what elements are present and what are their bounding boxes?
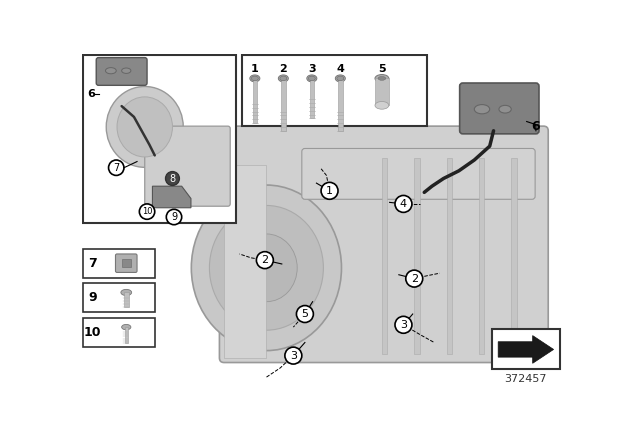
Bar <box>83 55 236 223</box>
Circle shape <box>166 209 182 225</box>
Ellipse shape <box>375 102 389 109</box>
Text: 6: 6 <box>532 121 540 134</box>
FancyBboxPatch shape <box>302 148 535 199</box>
Text: 4: 4 <box>400 199 407 209</box>
Text: 3: 3 <box>400 320 407 330</box>
Bar <box>83 318 155 347</box>
Text: 1: 1 <box>251 64 259 74</box>
Bar <box>511 158 516 354</box>
Text: 9: 9 <box>88 291 97 304</box>
Bar <box>492 329 560 370</box>
Bar <box>83 249 155 278</box>
Polygon shape <box>152 186 191 208</box>
Text: 372457: 372457 <box>505 374 547 383</box>
Text: 2: 2 <box>280 64 287 74</box>
Text: 8: 8 <box>170 173 175 184</box>
Bar <box>124 293 129 307</box>
Text: 5: 5 <box>301 309 308 319</box>
Ellipse shape <box>122 324 131 330</box>
Ellipse shape <box>121 289 132 296</box>
Ellipse shape <box>106 86 183 168</box>
Ellipse shape <box>250 75 260 82</box>
Bar <box>242 55 427 126</box>
Ellipse shape <box>307 75 317 82</box>
Ellipse shape <box>236 234 297 302</box>
Text: 2: 2 <box>411 274 418 284</box>
Text: 7: 7 <box>113 163 120 173</box>
Text: 10: 10 <box>84 326 101 339</box>
Ellipse shape <box>278 75 289 82</box>
Circle shape <box>109 160 124 176</box>
Circle shape <box>395 316 412 333</box>
Circle shape <box>395 195 412 212</box>
FancyBboxPatch shape <box>220 126 548 362</box>
Bar <box>382 158 387 354</box>
Bar <box>224 165 266 358</box>
Ellipse shape <box>474 104 490 114</box>
Text: 1: 1 <box>326 186 333 196</box>
Ellipse shape <box>378 77 386 80</box>
Bar <box>414 158 420 354</box>
Ellipse shape <box>209 206 323 330</box>
Ellipse shape <box>117 97 172 157</box>
FancyBboxPatch shape <box>460 83 539 134</box>
Text: 9: 9 <box>171 212 177 222</box>
Text: 7: 7 <box>88 257 97 270</box>
Bar <box>310 78 314 118</box>
Circle shape <box>321 182 338 199</box>
Bar <box>447 158 452 354</box>
Circle shape <box>166 172 179 185</box>
Text: 6: 6 <box>87 89 95 99</box>
Circle shape <box>296 306 314 323</box>
Text: 3: 3 <box>308 64 316 74</box>
Polygon shape <box>498 336 554 363</box>
Ellipse shape <box>280 76 287 81</box>
Text: 10: 10 <box>142 207 152 216</box>
Bar <box>281 78 285 131</box>
FancyBboxPatch shape <box>96 58 147 85</box>
Bar <box>253 78 257 123</box>
Text: 2: 2 <box>261 255 268 265</box>
Ellipse shape <box>191 185 342 351</box>
Bar <box>122 259 131 267</box>
FancyBboxPatch shape <box>145 126 230 206</box>
Text: 3: 3 <box>290 351 297 361</box>
Circle shape <box>285 347 302 364</box>
Bar <box>83 283 155 313</box>
Ellipse shape <box>252 76 259 81</box>
Ellipse shape <box>106 68 116 74</box>
Text: 5: 5 <box>378 64 386 74</box>
Ellipse shape <box>375 74 389 82</box>
Ellipse shape <box>122 68 131 73</box>
Text: 4: 4 <box>337 64 344 74</box>
Bar <box>375 78 389 105</box>
Circle shape <box>406 270 422 287</box>
Ellipse shape <box>337 76 344 81</box>
Ellipse shape <box>499 105 511 113</box>
Ellipse shape <box>308 76 316 81</box>
Circle shape <box>257 252 273 269</box>
FancyBboxPatch shape <box>115 254 137 272</box>
Bar <box>338 78 342 131</box>
Circle shape <box>140 204 155 220</box>
Bar <box>479 158 484 354</box>
Bar <box>125 327 128 343</box>
Ellipse shape <box>335 75 346 82</box>
